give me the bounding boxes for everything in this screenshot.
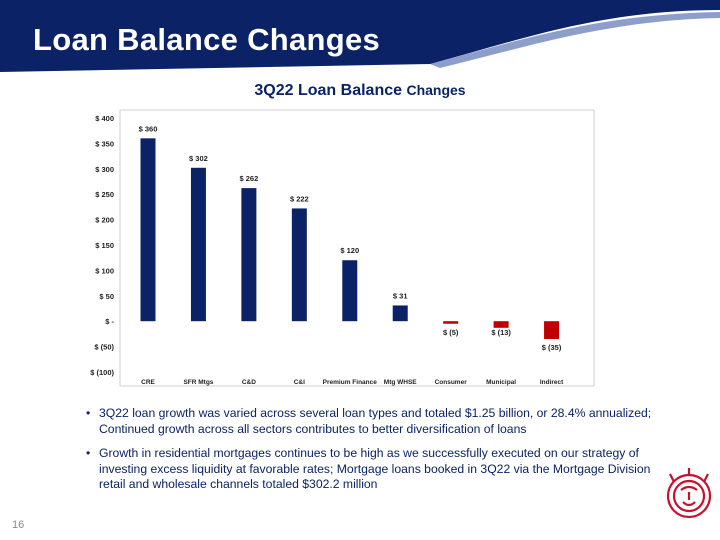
x-tick-label: C&I bbox=[294, 379, 305, 386]
bar-cre bbox=[140, 138, 156, 322]
bullet-text: 3Q22 loan growth was varied across sever… bbox=[99, 406, 652, 436]
x-tick-label: Premium Finance bbox=[323, 379, 378, 386]
y-tick-label: $ 250 bbox=[95, 190, 114, 199]
data-label: $ 360 bbox=[139, 124, 158, 133]
header-banner bbox=[0, 0, 720, 76]
data-label: $ 222 bbox=[290, 194, 309, 203]
bullet-marker: • bbox=[86, 446, 91, 460]
x-tick-label: Indirect bbox=[540, 379, 564, 386]
x-tick-label: Mtg WHSE bbox=[384, 379, 418, 386]
bar-sfr-mtgs bbox=[190, 167, 206, 322]
y-tick-label: $ 50 bbox=[99, 292, 114, 301]
bar-mtg-whse bbox=[392, 305, 408, 322]
chart-frame bbox=[119, 109, 595, 387]
data-label: $ (35) bbox=[542, 343, 562, 352]
y-tick-label: $ 300 bbox=[95, 165, 114, 174]
y-tick-label: $ 400 bbox=[95, 114, 114, 123]
bullet-marker: • bbox=[86, 406, 91, 420]
bar-c-d bbox=[241, 188, 257, 322]
slide-title: Loan Balance Changes bbox=[33, 22, 381, 57]
bullet-list: • 3Q22 loan growth was varied across sev… bbox=[86, 406, 676, 502]
data-label: $ 302 bbox=[189, 154, 208, 163]
y-tick-label: $ (100) bbox=[90, 368, 114, 377]
bullet-text: Growth in residential mortgages continue… bbox=[99, 446, 651, 491]
y-tick-label: $ (50) bbox=[94, 343, 114, 352]
bar-premium-finance bbox=[342, 260, 358, 322]
y-tick-label: $ 200 bbox=[95, 216, 114, 225]
x-tick-label: Municipal bbox=[486, 379, 516, 386]
bullet-item: • 3Q22 loan growth was varied across sev… bbox=[86, 406, 676, 437]
data-label: $ 120 bbox=[340, 246, 359, 255]
y-tick-label: $ 100 bbox=[95, 266, 114, 275]
data-label: $ (13) bbox=[491, 328, 511, 337]
lion-head-icon bbox=[666, 468, 712, 519]
data-label: $ 31 bbox=[393, 291, 408, 300]
x-tick-label: SFR Mtgs bbox=[183, 379, 213, 386]
x-tick-label: C&D bbox=[242, 379, 256, 386]
x-tick-label: Consumer bbox=[435, 379, 468, 386]
page-number: 16 bbox=[12, 519, 25, 531]
bar-c-i bbox=[291, 208, 307, 322]
chart-title-main: 3Q22 Loan Balance bbox=[254, 82, 403, 99]
bar-consumer bbox=[443, 321, 459, 324]
loan-balance-chart: $ 400 $ 350 $ 300 $ 250 $ 200 $ 150 $ 100 $ 50 $… bbox=[80, 108, 600, 390]
y-tick-label: $ 150 bbox=[95, 241, 114, 250]
data-label: $ 262 bbox=[239, 174, 258, 183]
chart-title: 3Q22 Loan Balance Changes bbox=[0, 82, 720, 100]
bullet-item: • Growth in residential mortgages contin… bbox=[86, 446, 676, 493]
y-tick-label: $ - bbox=[105, 317, 114, 326]
data-label: $ (5) bbox=[443, 328, 459, 337]
header-background bbox=[0, 0, 720, 72]
bar-municipal bbox=[493, 321, 509, 328]
y-tick-label: $ 350 bbox=[95, 139, 114, 148]
chart-title-sub: Changes bbox=[406, 82, 466, 98]
chart-svg: $ 400 $ 350 $ 300 $ 250 $ 200 $ 150 $ 100 $ 50 $… bbox=[90, 109, 595, 387]
x-tick-label: CRE bbox=[141, 379, 155, 386]
bar-indirect bbox=[544, 321, 560, 339]
